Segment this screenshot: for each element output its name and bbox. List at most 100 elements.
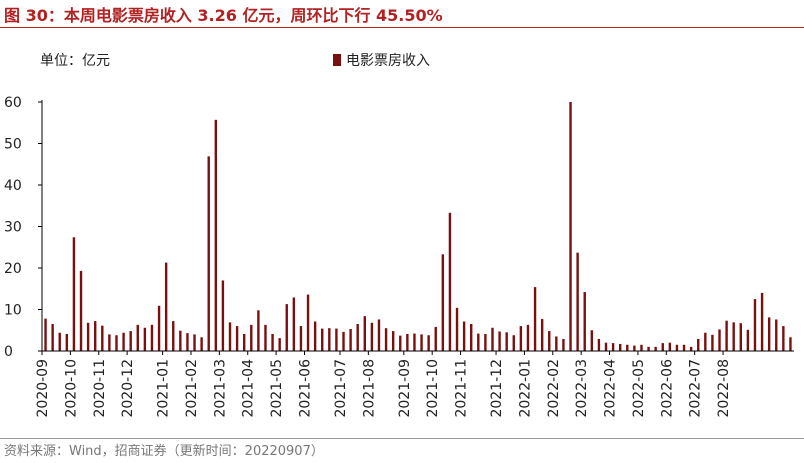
bar [377,319,381,351]
bar [626,344,629,351]
bar [313,321,317,351]
bar [86,322,90,351]
legend: 电影票房收入 [333,50,430,70]
x-tick-label: 2020-10 [63,359,79,418]
bar [193,334,196,351]
bar [285,304,288,351]
x-tick-label: 2022-02 [546,359,562,418]
y-tick-label: 20 [4,261,22,277]
bar [51,324,54,351]
y-tick-label: 40 [4,178,22,194]
bar [718,329,721,351]
x-tick-label: 2022-06 [659,359,675,418]
bar [725,320,728,351]
bar [753,299,757,351]
y-tick-label: 30 [4,220,22,236]
bar [399,335,402,351]
x-tick-label: 2022-01 [517,359,533,418]
x-tick-label: 2021-12 [489,359,505,418]
x-tick-label: 2021-08 [361,359,377,418]
bar [661,343,664,351]
bar [44,318,47,351]
bar [668,342,672,351]
bar [739,323,742,351]
x-tick-label: 2021-03 [212,359,228,418]
chart-title: 图 30：本周电影票房收入 3.26 亿元，周环比下行 45.50% [4,6,443,25]
bar [555,336,558,351]
bar [640,344,643,351]
bar [186,333,189,351]
bar [548,331,551,351]
bar [583,292,586,351]
bar [647,346,650,351]
bar [767,317,771,351]
bar-chart: 0 10 20 30 40 50 60 2020-09 2020-10 2020-11 2020-1… [4,95,794,418]
x-tick-label: 2021-09 [397,359,413,418]
bar [689,346,693,351]
bar [427,335,430,351]
bar [782,326,785,351]
x-tick-label: 2021-02 [184,359,200,418]
bar [179,330,182,351]
bar [257,310,260,351]
bar [540,319,544,351]
bar [306,294,310,351]
bar [242,333,246,351]
bar [462,321,466,351]
bar [406,333,409,351]
x-tick-label: 2022-07 [688,359,704,418]
bar [143,327,147,351]
x-tick-label: 2020-12 [120,359,136,418]
bar [363,316,366,351]
bar [349,329,352,351]
bar [157,305,161,351]
bar [746,329,750,351]
bar [72,237,76,351]
bar [321,328,324,351]
x-tick-label: 2021-05 [269,359,285,418]
x-tick-label: 2022-04 [603,359,619,418]
x-tick-label: 2021-11 [454,359,470,418]
x-tick-label: 2021-06 [297,359,313,418]
bar [370,322,374,351]
bar [512,335,515,351]
bar [562,338,565,351]
bar [697,338,700,351]
x-tick-label: 2020-11 [92,359,108,418]
bar [505,332,508,351]
x-tick-label: 2021-07 [333,359,349,418]
x-tick-label: 2021-01 [156,359,172,418]
bar [498,331,501,351]
bar [420,334,423,351]
bar [654,346,657,351]
bar [533,287,537,351]
x-tick-label: 2022-08 [716,359,732,418]
bar [760,292,764,351]
bar [335,328,338,351]
bar [235,326,239,351]
bar [413,333,416,351]
bar [569,102,572,351]
bar [101,325,104,351]
bar [271,333,274,351]
bar [455,307,459,351]
x-tick-label: 2022-05 [631,359,647,418]
x-tick-label: 2022-03 [574,359,590,418]
bar [129,331,132,351]
bar [299,326,303,351]
bar [491,327,494,351]
bar [94,321,97,351]
title-divider [0,27,804,28]
bar [342,331,345,351]
unit-label: 单位：亿元 [40,53,110,69]
legend-label: 电影票房收入 [346,53,430,69]
bar [477,333,480,351]
bar [164,262,168,351]
bar [789,337,792,351]
bar [292,297,296,351]
y-tick-label: 0 [4,344,13,360]
x-tick-label: 2020-09 [35,359,51,418]
bar [732,322,735,351]
legend-swatch [333,54,341,66]
bar [611,343,615,351]
